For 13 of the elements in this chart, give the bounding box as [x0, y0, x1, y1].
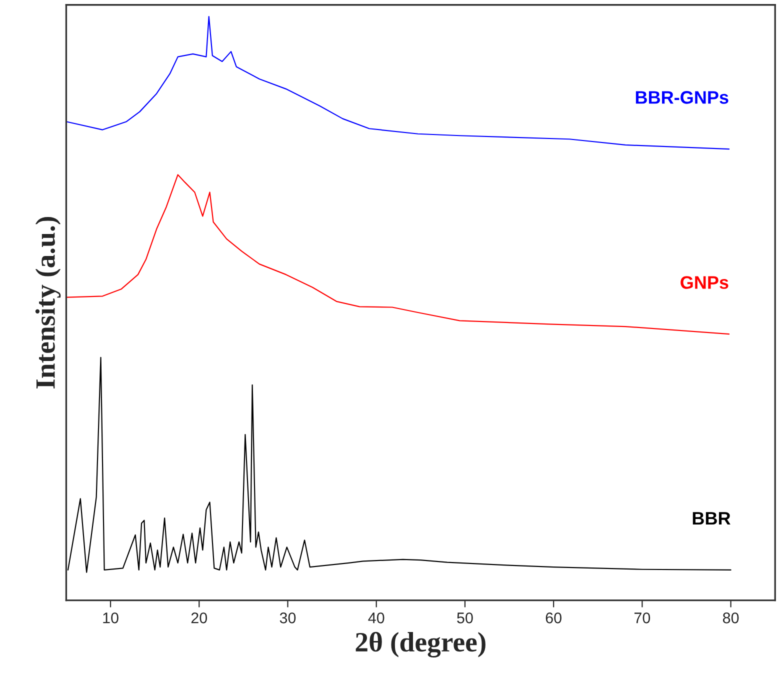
y-axis-title: Intensity (a.u.): [35, 216, 61, 388]
x-tick-label: 50: [457, 612, 473, 624]
x-tick-label: 10: [103, 612, 118, 624]
text: GNPs: [680, 276, 728, 289]
text: BBR-GNPs: [636, 91, 728, 104]
x-tick-label: 40: [368, 612, 384, 624]
text: BBR: [692, 512, 730, 525]
x-tick-label: 80: [722, 612, 739, 624]
x-tick-label: 20: [191, 612, 208, 624]
x-tick-label: 70: [634, 612, 650, 624]
x-tick-label: 30: [280, 612, 296, 624]
x-tick-label: 60: [546, 612, 562, 624]
x-axis-title: 2θ (degree): [356, 632, 486, 658]
